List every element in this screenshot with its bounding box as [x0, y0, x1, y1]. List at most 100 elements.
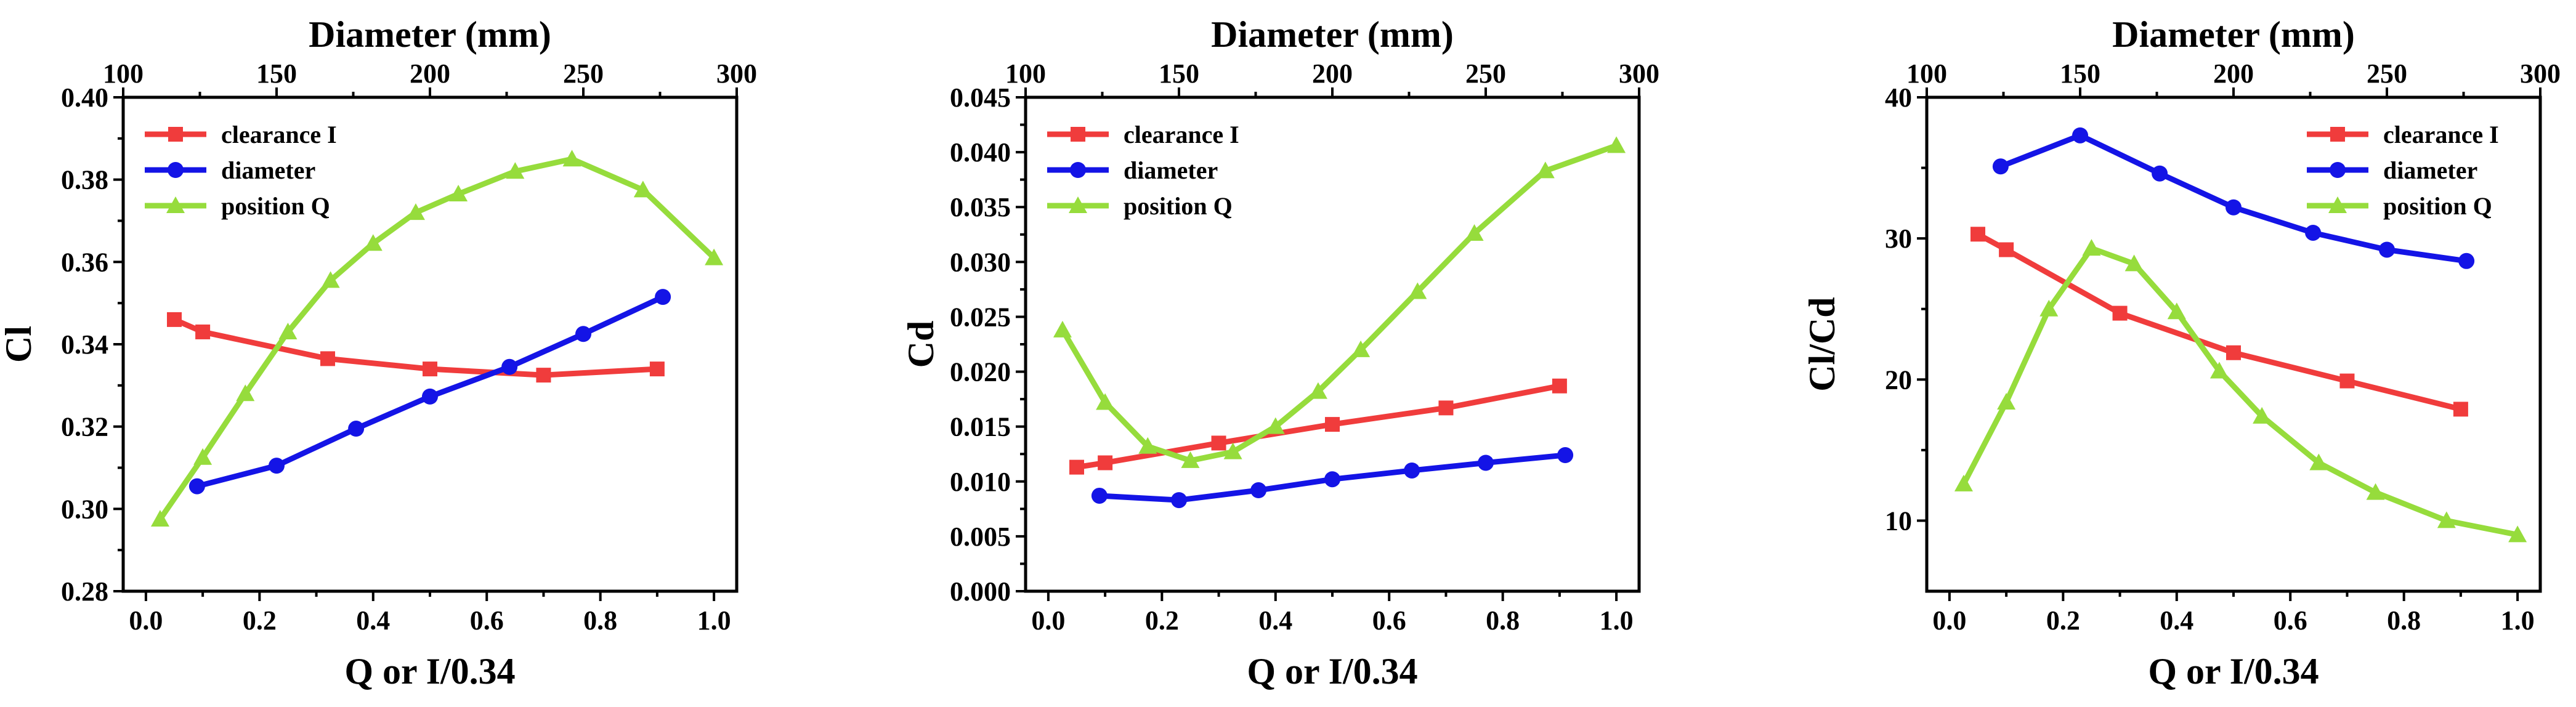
- y-tick-label: 0.015: [950, 412, 1011, 442]
- top-x-tick-label: 150: [256, 59, 297, 89]
- x-tick-label: 0.4: [2160, 605, 2193, 636]
- y-tick-label: 0.020: [950, 357, 1011, 387]
- data-point: [2437, 511, 2456, 528]
- data-point: [1557, 447, 1574, 464]
- top-x-tick-label: 250: [2367, 59, 2407, 89]
- y-tick-label: 20: [1885, 365, 1912, 395]
- data-point: [2039, 299, 2059, 317]
- data-point: [423, 362, 437, 377]
- data-point: [1997, 392, 2016, 410]
- data-point: [1181, 451, 1200, 468]
- top-x-tick-label: 300: [1619, 59, 1659, 89]
- data-point: [2226, 199, 2242, 216]
- top-x-tick-label: 250: [1465, 59, 1506, 89]
- top-x-tick-label: 300: [716, 59, 757, 89]
- x-tick-label: 1.0: [1600, 605, 1634, 636]
- x-tick-label: 0.0: [1031, 605, 1065, 636]
- x-tick-label: 1.0: [697, 605, 731, 636]
- legend-marker: [168, 127, 183, 142]
- data-point: [1091, 487, 1108, 504]
- top-x-tick-label: 200: [1312, 59, 1353, 89]
- y-tick-label: 40: [1885, 83, 1912, 113]
- data-point: [2305, 224, 2322, 241]
- legend-marker: [2328, 196, 2347, 213]
- legend-label: diameter: [221, 156, 315, 184]
- x-tick-label: 0.6: [2274, 605, 2307, 636]
- data-point: [449, 185, 468, 202]
- data-point: [1465, 224, 1484, 241]
- y-tick-label: 0.36: [61, 247, 108, 277]
- top-x-axis-title: Diameter (mm): [309, 14, 551, 55]
- y-tick-label: 0.045: [950, 83, 1011, 113]
- y-tick-label: 0.30: [61, 494, 108, 524]
- series-line: [1961, 245, 2518, 538]
- x-tick-label: 1.0: [2501, 605, 2535, 636]
- data-point: [1607, 136, 1626, 153]
- y-axis-title: Cd: [901, 321, 941, 368]
- data-point: [1138, 437, 1157, 454]
- y-tick-label: 0.035: [950, 192, 1011, 222]
- data-point: [562, 150, 581, 167]
- y-tick-label: 0.40: [61, 83, 108, 113]
- chart-panel-2: 0.0 0.2 0.4 0.6 0.8 1.0 100 150 200 250 300 0.000 0.…: [901, 14, 1659, 692]
- legend-marker: [168, 162, 184, 178]
- x-tick-label: 0.2: [243, 605, 277, 636]
- x-tick-label: 0.6: [470, 605, 504, 636]
- data-point: [1351, 340, 1371, 357]
- data-point: [1408, 282, 1427, 299]
- y-tick-label: 0.28: [61, 576, 108, 607]
- data-point: [269, 458, 285, 474]
- series-line: [158, 156, 716, 521]
- data-point: [2082, 239, 2101, 256]
- series-clearance-i: [167, 312, 665, 383]
- data-point: [2309, 453, 2328, 471]
- data-point: [2508, 525, 2527, 543]
- data-point: [2458, 252, 2475, 269]
- top-x-tick-label: 100: [103, 59, 144, 89]
- legend: clearance I diameter position Q: [145, 121, 337, 220]
- data-point: [1266, 417, 1285, 434]
- legend-marker: [166, 196, 185, 213]
- legend-label: position Q: [2383, 192, 2492, 220]
- y-axis-title: Cl/Cd: [1802, 297, 1842, 391]
- top-x-tick-label: 150: [1159, 59, 1199, 89]
- x-tick-label: 0.0: [1932, 605, 1966, 636]
- data-point: [575, 326, 591, 342]
- y-tick-label: 0.38: [61, 165, 108, 195]
- data-point: [1250, 482, 1267, 499]
- chart-panel-3: 0.0 0.2 0.4 0.6 0.8 1.0 100 150 200 250 300 10 20 30 4…: [1802, 14, 2561, 692]
- data-point: [2379, 241, 2395, 258]
- data-point: [1223, 442, 1242, 459]
- x-axis-title: Q or I/0.34: [344, 651, 515, 692]
- data-point: [2112, 305, 2128, 321]
- x-axis-title: Q or I/0.34: [1247, 651, 1417, 692]
- data-point: [278, 322, 298, 339]
- data-point: [1552, 378, 1567, 394]
- data-point: [320, 351, 335, 366]
- x-tick-label: 0.4: [1258, 605, 1292, 636]
- data-point: [1438, 400, 1454, 416]
- legend: clearance I diameter position Q: [2307, 121, 2499, 220]
- top-x-tick-label: 150: [2060, 59, 2100, 89]
- data-point: [167, 312, 182, 327]
- top-x-axis-title: Diameter (mm): [1211, 14, 1454, 55]
- y-tick-label: 0.030: [950, 247, 1011, 277]
- series-line: [1060, 143, 1618, 464]
- x-tick-label: 0.8: [1486, 605, 1520, 636]
- data-point: [2152, 165, 2168, 182]
- legend-marker: [1071, 127, 1085, 142]
- data-point: [236, 384, 255, 402]
- series-diameter: [1992, 127, 2475, 269]
- legend-label: position Q: [1124, 192, 1233, 220]
- data-point: [1308, 382, 1327, 399]
- data-point: [1069, 459, 1084, 475]
- data-point: [406, 203, 425, 220]
- data-point: [195, 324, 211, 339]
- data-point: [2209, 362, 2229, 379]
- legend-label: clearance I: [2383, 121, 2499, 148]
- y-tick-label: 0.010: [950, 467, 1011, 497]
- data-point: [1536, 161, 1555, 179]
- legend-marker: [1070, 162, 1086, 178]
- x-tick-label: 0.6: [1372, 605, 1406, 636]
